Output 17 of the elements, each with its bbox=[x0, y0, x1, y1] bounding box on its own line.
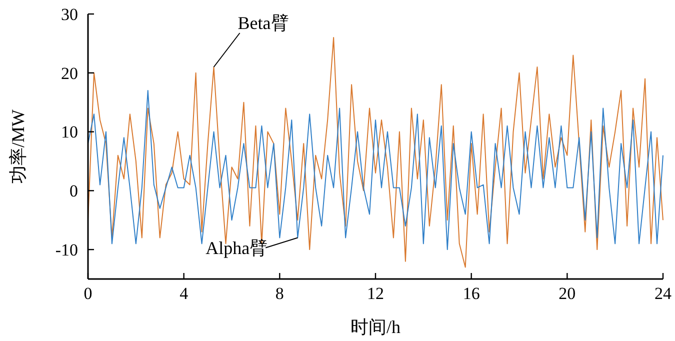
x-tick-label: 20 bbox=[558, 284, 576, 303]
y-axis-title: 功率/MW bbox=[8, 109, 28, 184]
y-tick-label: 0 bbox=[70, 182, 78, 201]
x-tick-label: 4 bbox=[180, 284, 189, 303]
y-tick-label: -10 bbox=[55, 240, 78, 260]
line-series bbox=[88, 37, 664, 268]
y-tick-label: 10 bbox=[61, 122, 78, 142]
x-tick-label: 16 bbox=[462, 284, 480, 303]
x-tick-label: 12 bbox=[367, 284, 384, 303]
x-tick-label: 8 bbox=[275, 284, 284, 303]
x-tick-label: 24 bbox=[654, 284, 672, 303]
x-axis-title: 时间/h bbox=[350, 317, 401, 337]
annotation: Beta臂 bbox=[238, 13, 289, 33]
y-tick-label: 30 bbox=[61, 4, 78, 24]
y-tick-label: 20 bbox=[61, 64, 78, 83]
x-tick-label: 0 bbox=[84, 284, 92, 303]
annotation: Alpha臂 bbox=[206, 238, 268, 258]
